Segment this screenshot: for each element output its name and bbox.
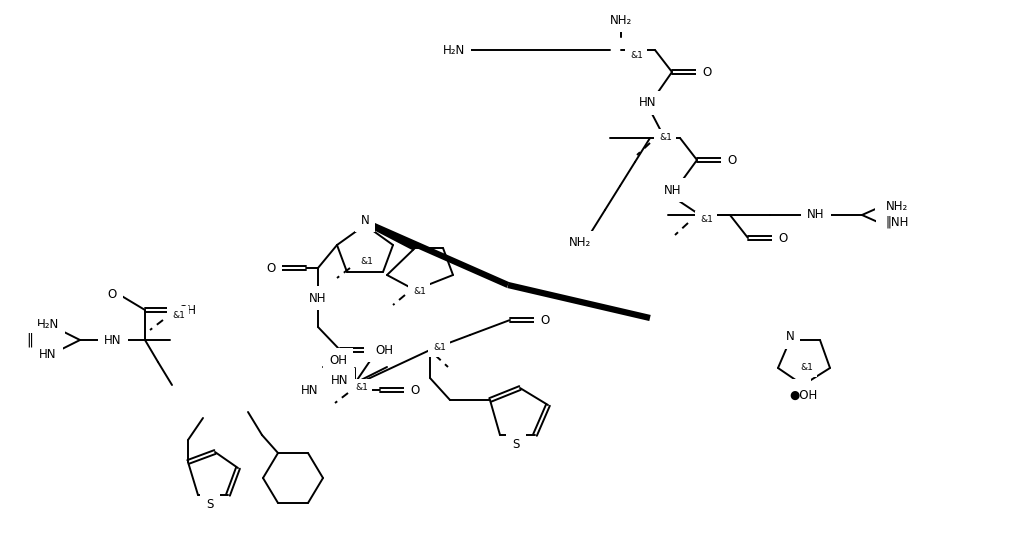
Text: O: O <box>370 344 379 357</box>
Text: &1: &1 <box>659 134 672 142</box>
Text: O: O <box>778 232 788 245</box>
Text: H₂N: H₂N <box>443 43 465 56</box>
Text: NH: NH <box>807 208 824 221</box>
Text: ●OH: ●OH <box>789 388 817 401</box>
Text: &1: &1 <box>793 384 806 393</box>
Text: NH₂: NH₂ <box>886 201 908 214</box>
Text: NH: NH <box>309 292 327 305</box>
Text: &1: &1 <box>800 364 813 373</box>
Text: NH: NH <box>664 183 682 196</box>
Text: &1: &1 <box>360 258 373 267</box>
Text: N: N <box>360 214 369 227</box>
Text: H₂N: H₂N <box>37 319 60 332</box>
Text: ‖: ‖ <box>26 333 33 347</box>
Text: OH: OH <box>178 304 196 316</box>
Text: &1: &1 <box>172 311 185 320</box>
Text: OH: OH <box>375 344 393 357</box>
Text: &1: &1 <box>355 384 368 393</box>
Text: S: S <box>513 439 520 452</box>
Text: S: S <box>206 498 214 511</box>
Text: HN: HN <box>302 384 319 397</box>
Text: HN: HN <box>39 348 57 361</box>
Text: NH₂: NH₂ <box>569 236 591 249</box>
Text: HN: HN <box>640 96 657 109</box>
Text: OH: OH <box>329 353 347 366</box>
Text: NH₂: NH₂ <box>881 196 903 209</box>
Text: O: O <box>541 313 550 327</box>
Text: HN: HN <box>331 373 349 386</box>
Text: &1: &1 <box>433 344 446 353</box>
Text: &1: &1 <box>413 287 426 296</box>
Text: O: O <box>107 288 117 301</box>
Text: HN: HN <box>104 333 122 346</box>
Text: &1: &1 <box>700 215 713 225</box>
Text: O: O <box>411 384 420 397</box>
Text: O: O <box>727 154 737 167</box>
Text: O: O <box>702 65 711 78</box>
Text: ‖NH: ‖NH <box>885 215 909 228</box>
Text: N: N <box>786 331 794 344</box>
Text: &1: &1 <box>630 51 643 61</box>
Text: IHN: IHN <box>882 219 902 232</box>
Text: O: O <box>266 261 275 274</box>
Text: NH₂: NH₂ <box>609 14 632 27</box>
